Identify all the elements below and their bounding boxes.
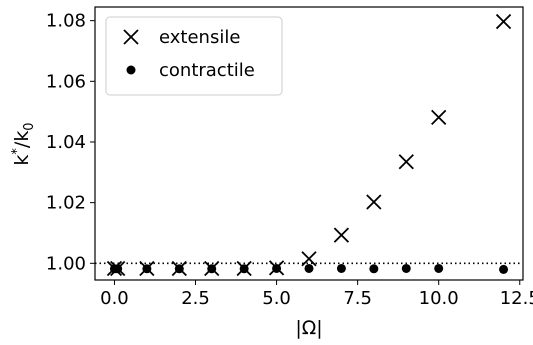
x-tick-label: 2.5	[181, 288, 210, 309]
y-axis-label-div: /k	[11, 131, 33, 148]
y-axis-label-sup: *	[10, 148, 25, 155]
x-tick-label: 0.0	[100, 288, 129, 309]
point-extensile	[333, 227, 350, 243]
x-tick-label: 7.5	[343, 288, 372, 309]
y-ticks: 1.00 1.02 1.04 1.06 1.08	[46, 11, 95, 274]
point-extensile	[171, 260, 187, 277]
point-extensile	[236, 260, 252, 277]
point-extensile	[110, 260, 126, 277]
plot-layer	[95, 13, 523, 277]
y-axis-label: k*/k0	[10, 122, 37, 165]
x-axis-label: |Ω|	[295, 317, 322, 339]
point-extensile	[204, 260, 220, 277]
point-contractile	[401, 263, 411, 273]
point-contractile	[304, 263, 314, 273]
legend-marker-contractile	[126, 65, 136, 75]
legend-marker-extensile	[123, 29, 139, 45]
point-extensile	[366, 194, 382, 210]
legend: extensile contractile	[105, 16, 283, 96]
point-extensile	[106, 260, 123, 277]
legend-label-contractile: contractile	[159, 60, 255, 81]
x-tick-label: 12.5	[500, 288, 533, 309]
point-extensile	[301, 251, 317, 267]
y-tick-label: 1.08	[46, 11, 86, 32]
point-extensile	[495, 13, 512, 30]
y-axis-label-sub: 0	[22, 122, 37, 130]
point-contractile	[434, 263, 444, 273]
point-extensile	[431, 109, 447, 126]
point-contractile	[336, 263, 346, 273]
x-tick-label: 5.0	[262, 288, 291, 309]
y-tick-label: 1.00	[46, 253, 86, 274]
point-extensile	[139, 260, 155, 277]
y-tick-label: 1.02	[46, 193, 86, 214]
point-extensile	[268, 260, 285, 276]
point-contractile	[369, 264, 379, 274]
x-ticks: 0.0 2.5 5.0 7.5 10.0 12.5	[100, 280, 533, 309]
y-axis-label-main: k	[11, 155, 33, 166]
legend-box	[105, 16, 283, 96]
y-tick-label: 1.04	[46, 132, 86, 153]
x-tick-label: 10.0	[419, 288, 459, 309]
point-extensile	[398, 154, 414, 170]
y-tick-label: 1.06	[46, 71, 86, 92]
plot-frame	[94, 6, 524, 281]
legend-label-extensile: extensile	[159, 27, 240, 48]
point-contractile	[499, 264, 509, 274]
